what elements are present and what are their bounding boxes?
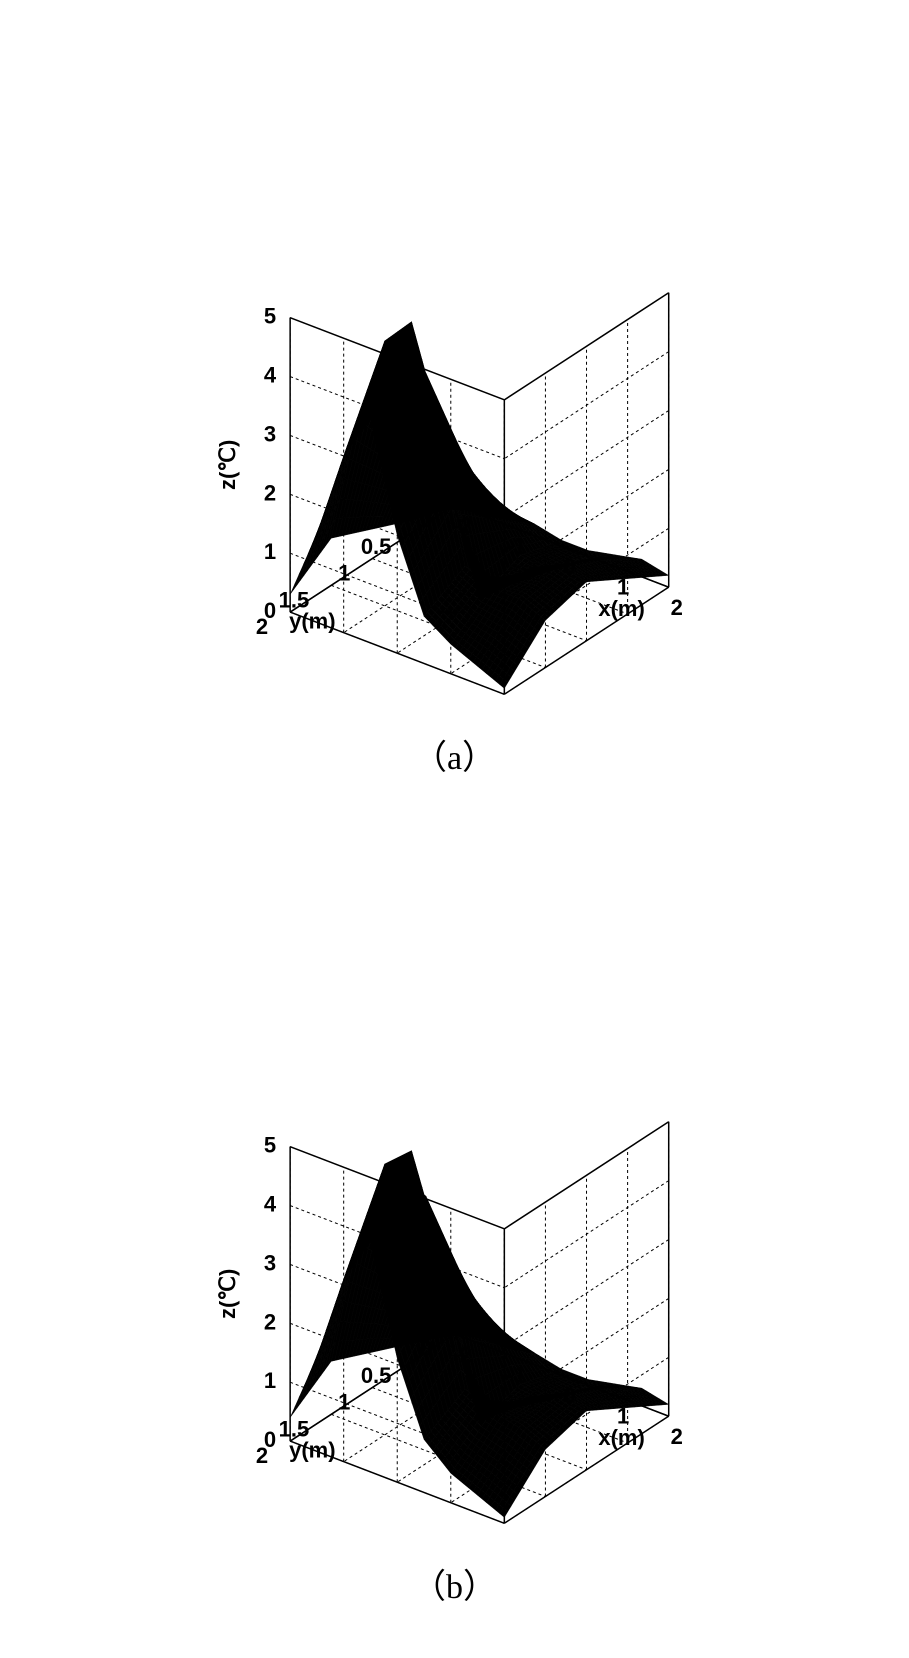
figure: -2-101200.511.52012345x(m)y(m)z(℃) （a） -… [0, 0, 909, 1608]
svg-text:5: 5 [264, 304, 276, 329]
svg-text:y(m): y(m) [289, 1438, 335, 1463]
svg-text:z(℃): z(℃) [215, 440, 240, 490]
svg-text:-1: -1 [506, 1363, 526, 1388]
svg-text:0: 0 [563, 554, 575, 579]
svg-text:y(m): y(m) [289, 609, 335, 634]
svg-text:3: 3 [264, 421, 276, 446]
subplot-a: -2-101200.511.52012345x(m)y(m)z(℃) [0, 0, 909, 700]
surface-plot-a: -2-101200.511.52012345x(m)y(m)z(℃) [0, 0, 909, 700]
svg-text:0.5: 0.5 [361, 1363, 392, 1388]
svg-text:4: 4 [264, 363, 277, 388]
svg-text:0: 0 [264, 1427, 276, 1452]
svg-text:0.5: 0.5 [361, 534, 392, 559]
svg-text:1: 1 [264, 539, 276, 564]
subplot-a-label: （a） [0, 730, 909, 779]
svg-text:-2: -2 [453, 513, 473, 538]
svg-text:1: 1 [264, 1368, 276, 1393]
svg-text:x(m): x(m) [598, 596, 644, 621]
svg-text:3: 3 [264, 1250, 276, 1275]
subplot-b: -2-101200.511.52012345x(m)y(m)z(℃) [0, 829, 909, 1529]
svg-text:-1: -1 [506, 534, 526, 559]
svg-text:-2: -2 [453, 1342, 473, 1367]
svg-text:4: 4 [264, 1192, 277, 1217]
svg-text:0: 0 [420, 507, 432, 532]
svg-text:x(m): x(m) [598, 1425, 644, 1450]
svg-text:0: 0 [264, 598, 276, 623]
svg-text:0: 0 [420, 1336, 432, 1361]
svg-text:0: 0 [563, 1383, 575, 1408]
svg-text:1: 1 [338, 1390, 350, 1415]
svg-text:5: 5 [264, 1133, 276, 1158]
subplot-b-label: （b） [0, 1559, 909, 1608]
svg-text:2: 2 [264, 480, 276, 505]
svg-text:z(℃): z(℃) [215, 1269, 240, 1319]
svg-text:2: 2 [264, 1309, 276, 1334]
svg-text:2: 2 [671, 595, 683, 620]
surface-plot-b: -2-101200.511.52012345x(m)y(m)z(℃) [0, 829, 909, 1529]
svg-text:1: 1 [338, 561, 350, 586]
svg-text:2: 2 [671, 1424, 683, 1449]
